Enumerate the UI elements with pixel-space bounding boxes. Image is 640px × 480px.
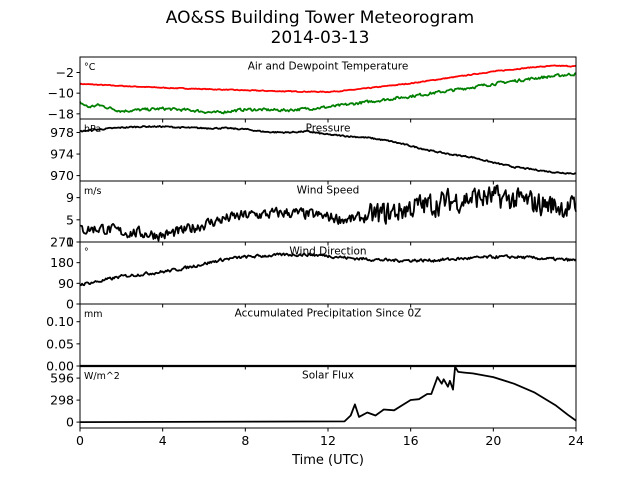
temperature-series-1	[79, 72, 577, 115]
wind-speed-ytick-label: 9	[66, 190, 74, 205]
pressure-unit: hPa	[84, 124, 101, 135]
precipitation-ytick-label: 0.10	[46, 314, 74, 329]
pressure-ytick-label: 974	[50, 147, 74, 162]
x-tick-label: 16	[403, 433, 419, 448]
temperature-unit: °C	[84, 62, 96, 73]
solar-flux-unit: W/m^2	[84, 371, 120, 382]
wind-speed-ytick-label: 1	[66, 235, 74, 250]
x-axis-label: Time (UTC)	[292, 453, 364, 468]
precipitation-ytick-label: 0.05	[46, 336, 74, 351]
temperature-ytick-label: −10	[48, 86, 74, 101]
wind-speed-ytick-label: 5	[66, 212, 74, 227]
wind-direction-ytick-label: 270	[50, 235, 74, 250]
temperature-ytick-label: −18	[48, 106, 74, 121]
wind-direction-unit: °	[84, 247, 89, 258]
x-tick-label: 20	[485, 433, 501, 448]
x-tick-label: 8	[241, 433, 249, 448]
pressure-title: Pressure	[306, 123, 351, 135]
chart-subtitle: 2014-03-13	[270, 28, 370, 48]
solar-flux-title: Solar Flux	[302, 370, 354, 382]
precipitation-unit: mm	[84, 309, 103, 320]
wind-direction-ytick-label: 0	[66, 297, 74, 312]
x-tick-label: 0	[76, 433, 84, 448]
solar-flux-ytick-label: 298	[50, 393, 74, 408]
solar-flux-ytick-label: 596	[50, 371, 74, 386]
wind-direction-series-0	[79, 252, 577, 287]
pressure-ytick-label: 978	[50, 125, 74, 140]
wind-speed-title: Wind Speed	[297, 185, 360, 197]
pressure-series-0	[79, 125, 577, 175]
chart-title: AO&SS Building Tower Meteorogram	[165, 8, 475, 28]
wind-speed-series-0	[79, 184, 577, 242]
wind-speed-unit: m/s	[84, 186, 101, 197]
temperature-series-0	[79, 64, 576, 94]
wind-direction-ytick-label: 90	[58, 276, 74, 291]
wind-direction-ytick-label: 180	[50, 255, 74, 270]
precipitation-title: Accumulated Precipitation Since 0Z	[235, 308, 422, 320]
x-tick-label: 12	[320, 433, 336, 448]
wind-direction-title: Wind Direction	[289, 246, 366, 258]
precipitation-ytick-label: 0.00	[46, 359, 74, 374]
temperature-ytick-label: −2	[56, 65, 74, 80]
solar-flux-series-0	[79, 365, 577, 423]
solar-flux-ytick-label: 0	[66, 415, 74, 430]
pressure-ytick-label: 970	[50, 168, 74, 183]
x-tick-label: 4	[159, 433, 167, 448]
x-tick-label: 24	[568, 433, 584, 448]
temperature-title: Air and Dewpoint Temperature	[248, 61, 409, 73]
